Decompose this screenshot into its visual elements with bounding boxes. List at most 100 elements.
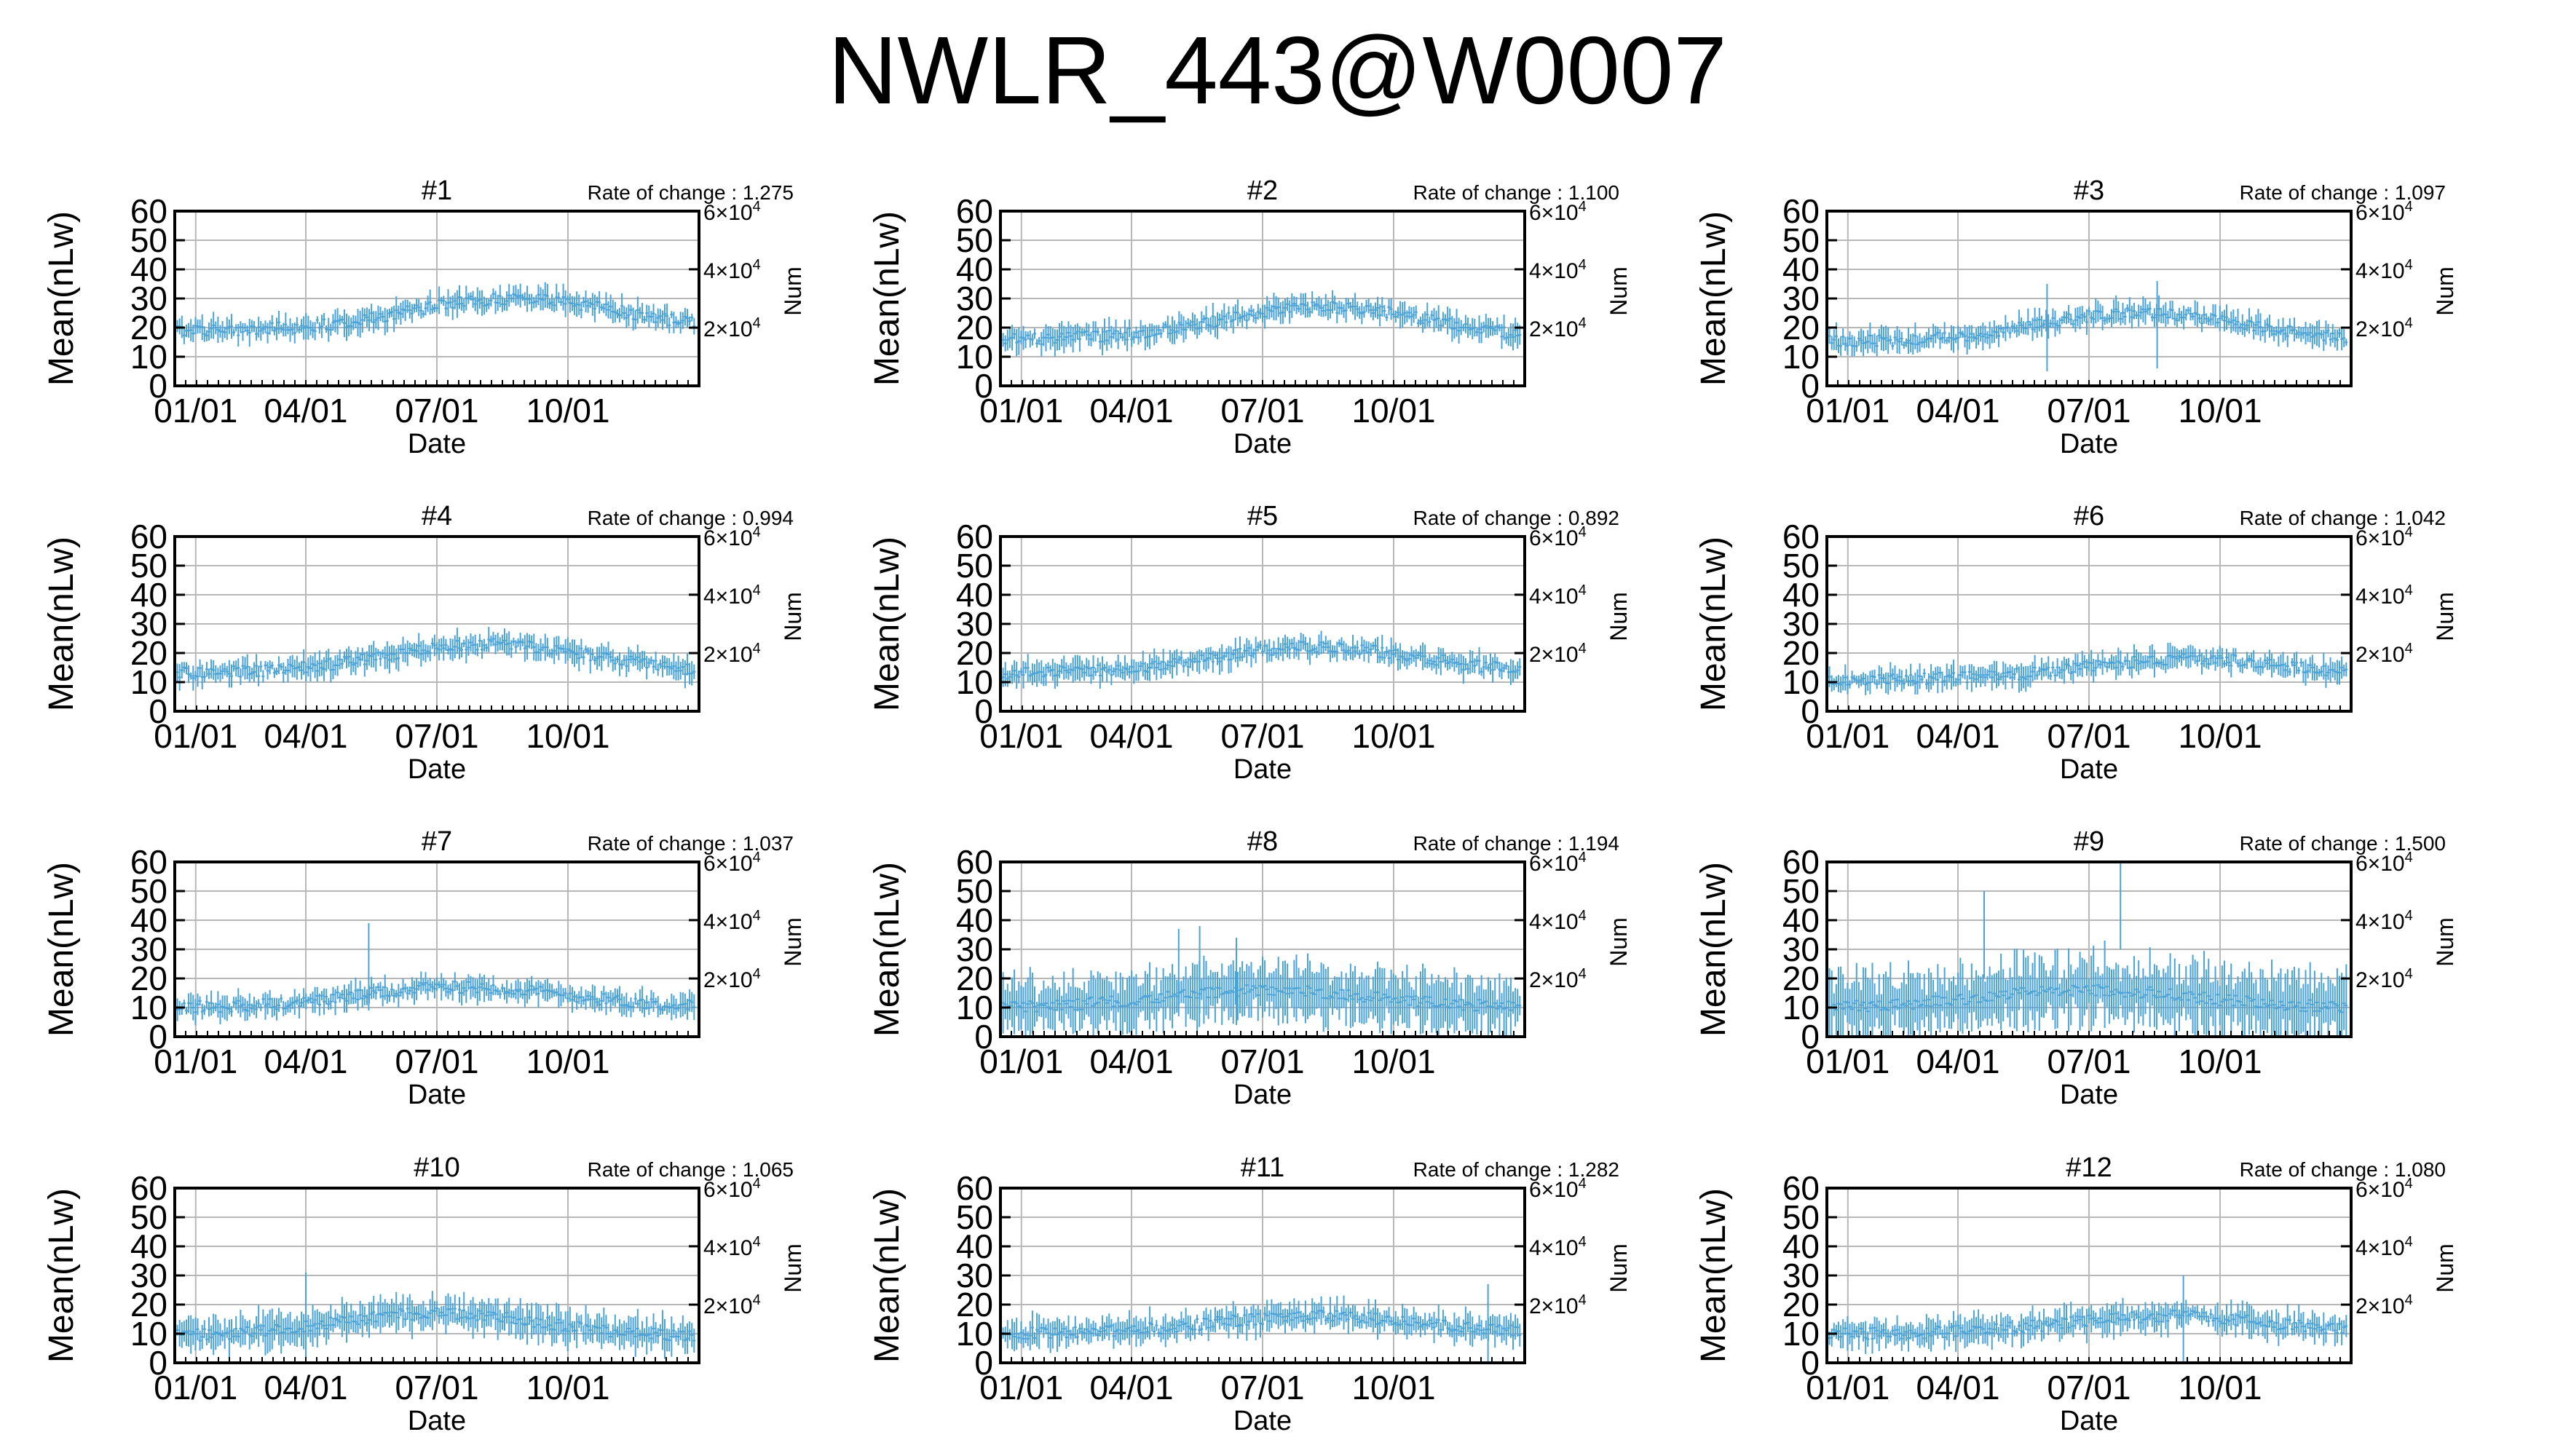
x-tick-label: 10/01 <box>526 1042 609 1080</box>
y2-tick-label: 4×104 <box>2355 582 2413 609</box>
x-tick-label: 04/01 <box>1916 392 1999 430</box>
x-tick-label: 07/01 <box>1220 392 1304 430</box>
y-tick-label: 30 <box>1782 280 1820 317</box>
x-tick-label: 10/01 <box>526 717 609 755</box>
y-tick-label: 60 <box>130 843 167 881</box>
x-axis-label: Date <box>408 754 466 785</box>
y-axis-label: Mean(nLw) <box>42 862 81 1037</box>
x-tick-label: 01/01 <box>979 1042 1063 1080</box>
y2-tick-label: 4×104 <box>2355 908 2413 934</box>
x-tick-label: 01/01 <box>1806 717 1889 755</box>
x-tick-label: 01/01 <box>154 1042 237 1080</box>
x-tick-label: 07/01 <box>2047 392 2131 430</box>
x-tick-label: 04/01 <box>1089 717 1173 755</box>
panel-title: #5 <box>1247 501 1278 531</box>
y-tick-label: 0 <box>1801 692 1820 730</box>
y-tick-label: 40 <box>956 576 993 614</box>
panel-title: #8 <box>1247 826 1278 857</box>
x-tick-label: 04/01 <box>264 1042 347 1080</box>
y-tick-label: 30 <box>1782 605 1820 643</box>
y-tick-label: 40 <box>956 901 993 939</box>
y-tick-label: 10 <box>130 338 167 376</box>
x-tick-label: 10/01 <box>1351 392 1435 430</box>
y-tick-label: 20 <box>956 309 993 347</box>
x-tick-label: 10/01 <box>2178 1042 2262 1080</box>
y2-tick-label: 2×104 <box>2355 966 2413 992</box>
y-tick-label: 40 <box>130 576 167 614</box>
y-tick-label: 0 <box>1801 1018 1820 1056</box>
x-tick-label: 10/01 <box>2178 717 2262 755</box>
y-tick-label: 10 <box>130 989 167 1026</box>
y-tick-label: 40 <box>1782 901 1820 939</box>
y-tick-label: 20 <box>130 960 167 997</box>
x-tick-label: 10/01 <box>2178 392 2262 430</box>
y-tick-label: 20 <box>956 960 993 997</box>
y-tick-label: 0 <box>149 692 167 730</box>
x-tick-label: 07/01 <box>395 717 478 755</box>
y2-tick-label: 4×104 <box>703 582 761 609</box>
panel-title: #1 <box>422 175 452 206</box>
rate-of-change-label: Rate of change : 1.100 <box>1413 181 1619 204</box>
y-tick-label: 50 <box>956 221 993 259</box>
x-tick-label: 04/01 <box>1916 1042 1999 1080</box>
x-tick-label: 04/01 <box>264 392 347 430</box>
y2-tick-label: 6×104 <box>1529 199 1587 225</box>
y-tick-label: 20 <box>956 634 993 672</box>
y-tick-label: 0 <box>1801 367 1820 405</box>
rate-of-change-label: Rate of change : 1.097 <box>2240 181 2446 204</box>
y-tick-label: 40 <box>130 250 167 288</box>
y-tick-label: 20 <box>1782 960 1820 997</box>
x-tick-label: 04/01 <box>1089 1042 1173 1080</box>
rate-of-change-label: Rate of change : 1.194 <box>1413 832 1619 855</box>
x-tick-label: 01/01 <box>1806 1042 1889 1080</box>
y2-axis-label: Num <box>1606 917 1632 967</box>
y-tick-label: 30 <box>956 280 993 317</box>
y2-tick-label: 6×104 <box>703 199 761 225</box>
y2-tick-label: 6×104 <box>2355 850 2413 876</box>
y-tick-label: 60 <box>1782 192 1820 230</box>
y-tick-label: 60 <box>130 518 167 555</box>
x-axis-label: Date <box>408 429 466 459</box>
x-tick-label: 07/01 <box>2047 717 2131 755</box>
rate-of-change-label: Rate of change : 1.275 <box>588 181 794 204</box>
panel-title: #4 <box>422 501 452 531</box>
y2-tick-label: 2×104 <box>703 641 761 667</box>
y-tick-label: 30 <box>130 280 167 317</box>
y2-tick-label: 6×104 <box>703 850 761 876</box>
y2-tick-label: 2×104 <box>2355 641 2413 667</box>
y-tick-label: 50 <box>1782 221 1820 259</box>
x-tick-label: 10/01 <box>1351 717 1435 755</box>
page-title: NWLR_443@W0007 <box>828 17 1727 124</box>
x-tick-label: 04/01 <box>1916 717 1999 755</box>
y-tick-label: 10 <box>956 338 993 376</box>
y-tick-label: 40 <box>130 901 167 939</box>
y-axis-label: Mean(nLw) <box>42 537 81 711</box>
y2-tick-label: 4×104 <box>2355 257 2413 283</box>
y2-tick-label: 2×104 <box>703 966 761 992</box>
x-tick-label: 01/01 <box>154 717 237 755</box>
y-axis-label: Mean(nLw) <box>1694 862 1733 1037</box>
y2-tick-label: 4×104 <box>1529 908 1587 934</box>
x-tick-label: 10/01 <box>1351 1042 1435 1080</box>
y-tick-label: 30 <box>956 605 993 643</box>
y-tick-label: 60 <box>956 843 993 881</box>
y-axis-label: Mean(nLw) <box>1694 537 1733 711</box>
x-tick-label: 10/01 <box>526 392 609 430</box>
x-tick-label: 01/01 <box>979 717 1063 755</box>
y-tick-label: 10 <box>1782 338 1820 376</box>
y2-axis-label: Num <box>1606 592 1632 641</box>
x-tick-label: 01/01 <box>979 392 1063 430</box>
y2-axis-label: Num <box>780 917 806 967</box>
y-tick-label: 50 <box>956 872 993 910</box>
x-axis-label: Date <box>1233 1080 1292 1110</box>
rate-of-change-label: Rate of change : 1.037 <box>588 832 794 855</box>
panel-title: #6 <box>2074 501 2104 531</box>
y2-axis-label: Num <box>2432 266 2458 316</box>
